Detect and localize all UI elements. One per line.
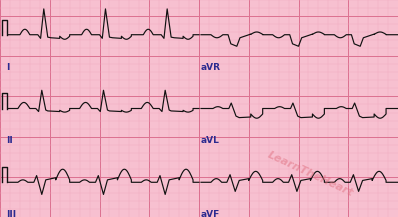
Text: aVL: aVL	[201, 136, 220, 145]
Text: LearnTheHeart: LearnTheHeart	[266, 149, 355, 198]
Text: aVF: aVF	[201, 210, 220, 217]
Text: I: I	[6, 63, 9, 72]
Text: II: II	[6, 136, 13, 145]
Text: III: III	[6, 210, 16, 217]
Text: aVR: aVR	[201, 63, 221, 72]
